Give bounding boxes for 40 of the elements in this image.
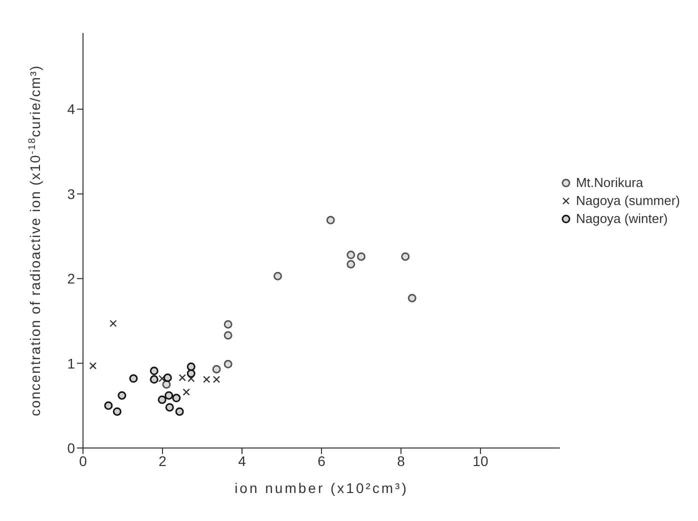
point [150,375,158,384]
legend-label: Nagoya (summer) [576,193,680,208]
point [118,391,126,400]
point [408,294,416,302]
y-tick-label: 4 [67,101,76,118]
point [129,374,138,383]
x-tick-label: 6 [318,452,326,469]
y-tick-label: 3 [67,186,76,202]
legend-label: Mt.Norikura [576,175,644,190]
point [158,395,166,404]
point [346,250,356,260]
x-axis-title: ion number (x10²cm³) [234,480,408,496]
point [112,407,122,416]
x-tick-label: 8 [397,452,406,469]
x-tick-label: 2 [158,452,167,469]
point [356,252,366,261]
x-tick-label: 0 [79,452,88,469]
point [165,403,174,412]
y-tick-label: 1 [67,355,76,372]
point [186,369,196,378]
point [224,360,232,368]
point [224,320,232,329]
point [212,364,221,374]
point [172,394,181,402]
legend-label: Nagoya (winter) [576,211,668,226]
point [186,362,196,371]
point [224,331,232,340]
point [175,407,184,416]
y-tick-label: 0 [67,440,76,456]
x-tick-label: 10 [472,452,488,469]
x-tick-label: 4 [238,452,246,469]
point [326,216,335,224]
point [150,366,158,376]
point [274,272,282,280]
point [401,252,410,261]
point [346,260,356,268]
point [164,391,174,400]
point [104,401,113,410]
point [163,373,172,382]
y-tick-label: 2 [67,270,76,287]
